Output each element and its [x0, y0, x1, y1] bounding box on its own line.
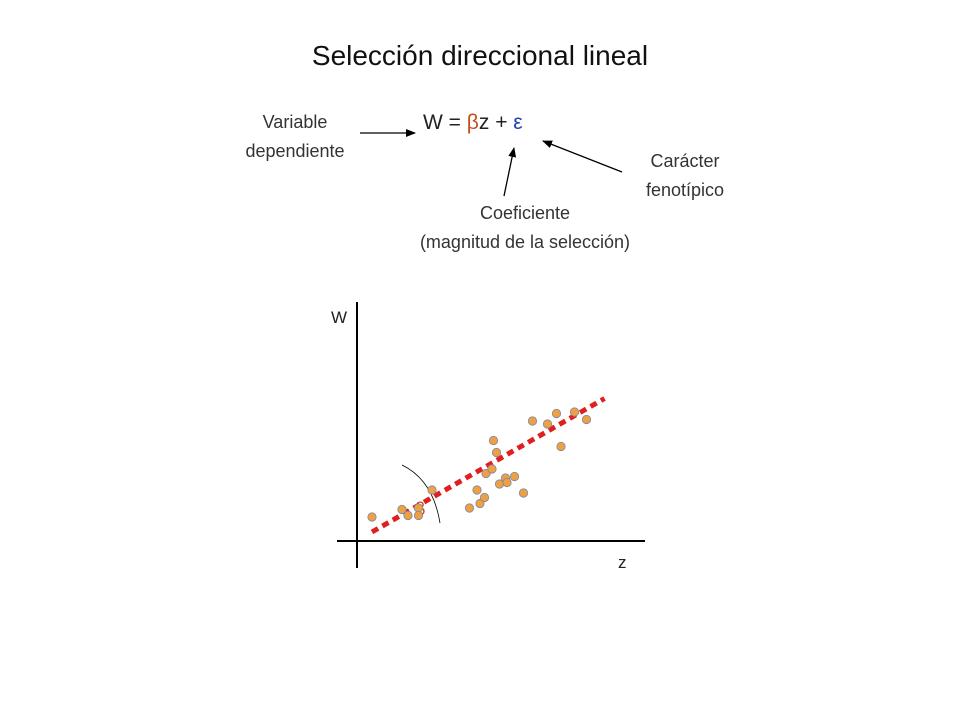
- coefficient-label: Coeficiente (magnitud de la selección): [380, 199, 670, 257]
- coefficient-label-line1: Coeficiente: [479, 203, 571, 223]
- dependent-variable-label-line1: Variable: [262, 112, 328, 132]
- data-point: [509, 471, 520, 482]
- dependent-variable-label: Variable dependiente: [215, 108, 375, 166]
- x-axis-label: z: [618, 553, 627, 572]
- data-point: [367, 512, 377, 522]
- data-point: [581, 414, 592, 425]
- phenotypic-trait-label: Carácter fenotípico: [615, 147, 755, 205]
- data-point: [472, 485, 482, 495]
- selection-equation: W = βz + ε: [423, 111, 523, 135]
- data-point: [518, 488, 529, 498]
- data-point: [479, 492, 490, 503]
- data-point: [464, 503, 475, 513]
- data-point: [527, 416, 538, 426]
- equation-beta: β: [466, 111, 479, 134]
- data-point: [427, 485, 437, 495]
- arrow-coefficient-to-beta: [503, 147, 517, 197]
- page-title: Selección direccional lineal: [311, 40, 649, 71]
- data-point: [487, 464, 497, 474]
- phenotypic-trait-label-line2: fenotípico: [645, 180, 725, 200]
- data-point: [488, 435, 499, 446]
- regression-line: [370, 396, 606, 535]
- arrow-trait-to-z: [542, 140, 623, 173]
- data-point: [413, 510, 424, 521]
- data-point: [556, 441, 566, 452]
- equation-lhs: W =: [423, 111, 467, 134]
- equation-mid: z +: [478, 111, 514, 134]
- equation-epsilon: ε: [513, 111, 523, 134]
- data-point: [542, 419, 553, 429]
- data-point: [502, 477, 512, 488]
- coefficient-label-line2: (magnitud de la selección): [419, 232, 631, 252]
- data-point: [403, 510, 413, 521]
- data-point: [491, 447, 502, 458]
- data-point: [397, 504, 407, 515]
- y-axis-label: W: [331, 308, 347, 327]
- data-point: [569, 407, 580, 417]
- data-point: [551, 408, 562, 419]
- angle-arc: [401, 464, 441, 524]
- dependent-variable-label-line2: dependiente: [245, 141, 345, 161]
- phenotypic-trait-label-line1: Carácter: [650, 151, 720, 171]
